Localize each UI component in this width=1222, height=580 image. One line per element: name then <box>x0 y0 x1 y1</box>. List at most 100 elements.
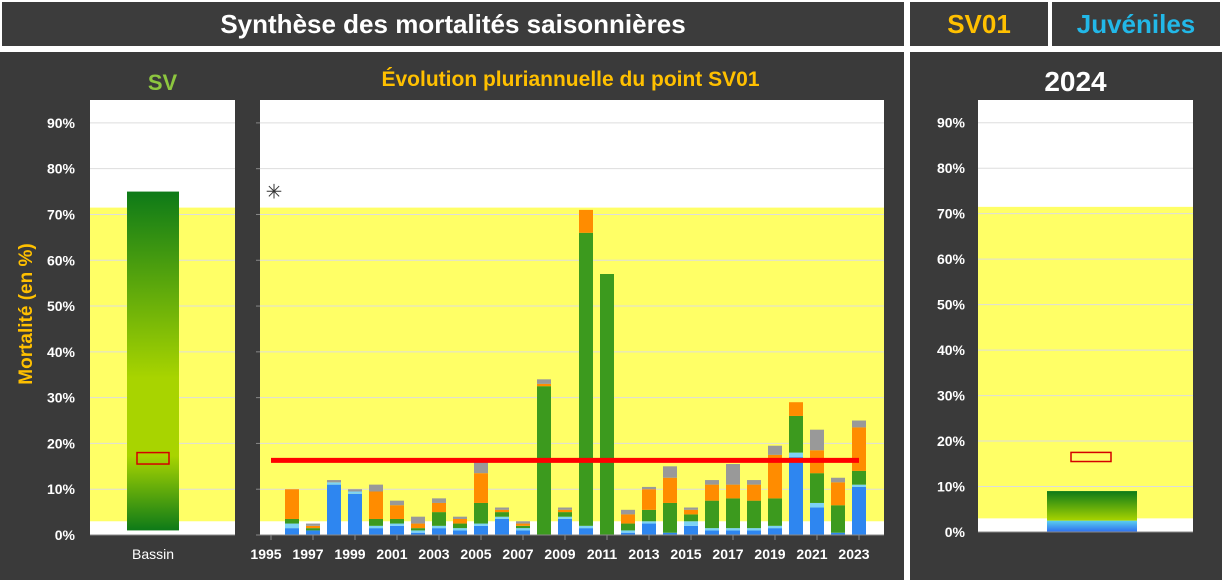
bar-segment <box>285 523 299 529</box>
bar-segment <box>642 486 656 490</box>
bar-segment <box>474 461 488 474</box>
bar-segment <box>600 274 614 535</box>
x-tick-label: Bassin <box>132 546 174 562</box>
bar-segment <box>516 528 530 531</box>
x-tick-label: 2023 <box>838 546 869 562</box>
bar-segment <box>621 523 635 531</box>
bar-segment <box>432 525 446 529</box>
bar-segment <box>348 491 362 494</box>
bar-segment <box>789 402 803 416</box>
y-tick-label: 80% <box>47 161 76 177</box>
bar-segment <box>768 528 782 535</box>
bar-segment <box>852 470 866 485</box>
bar-segment <box>768 525 782 529</box>
bar-segment <box>432 512 446 526</box>
bar-segment <box>747 484 761 501</box>
bar-segment <box>705 530 719 535</box>
bar-segment <box>327 480 341 483</box>
bar-segment <box>663 502 677 533</box>
y-tick-label: 70% <box>937 206 966 222</box>
bar-segment <box>432 498 446 503</box>
bar-segment <box>285 518 299 524</box>
bar-segment <box>621 530 635 533</box>
y-tick-label: 10% <box>47 481 76 497</box>
bar-segment <box>684 514 698 522</box>
x-tick-label: 2009 <box>544 546 575 562</box>
bar-segment <box>411 523 425 529</box>
bar-segment <box>789 415 803 453</box>
year-bar-segment-0 <box>1047 520 1137 532</box>
bar-segment <box>789 457 803 535</box>
bar-segment <box>705 528 719 531</box>
bar-segment <box>390 523 404 526</box>
bar-segment <box>684 509 698 515</box>
bar-segment <box>390 505 404 519</box>
bar-segment <box>369 525 383 529</box>
bar-segment <box>747 528 761 531</box>
basin-chart-title: SV <box>147 70 178 95</box>
bar-segment <box>327 482 341 485</box>
bar-segment <box>726 484 740 499</box>
bar-segment <box>747 530 761 535</box>
year-bar-segment-1 <box>1047 491 1137 521</box>
bar-segment <box>369 528 383 535</box>
x-tick-label: 2011 <box>587 546 618 562</box>
bar-segment <box>432 502 446 513</box>
bar-segment <box>642 509 656 522</box>
bar-segment <box>453 516 467 519</box>
bar-segment <box>285 489 299 519</box>
bar-segment <box>369 491 383 519</box>
bar-segment <box>537 383 551 387</box>
bar-segment <box>495 512 509 517</box>
bar-segment <box>852 427 866 471</box>
bar-segment <box>768 454 782 499</box>
x-tick-label: 2019 <box>754 546 785 562</box>
bar-segment <box>810 502 824 508</box>
bar-segment <box>831 505 845 533</box>
y-tick-label: 60% <box>47 252 76 268</box>
bar-segment <box>306 530 320 535</box>
bar-segment <box>579 232 593 526</box>
x-tick-label: 2015 <box>670 546 701 562</box>
x-tick-label: 2005 <box>460 546 491 562</box>
bar-segment <box>453 523 467 529</box>
y-tick-label: 70% <box>47 206 76 222</box>
bar-segment <box>411 532 425 535</box>
bar-segment <box>642 523 656 535</box>
bar-segment <box>852 484 866 487</box>
bar-segment <box>558 507 572 510</box>
bar-segment <box>495 507 509 510</box>
bar-segment <box>306 528 320 531</box>
bar-segment <box>810 429 824 451</box>
bar-segment <box>663 477 677 503</box>
bar-segment <box>831 532 845 535</box>
bar-segment <box>642 489 656 510</box>
bar-segment <box>495 509 509 513</box>
star-marker: ✳ <box>266 182 283 204</box>
y-tick-label: 90% <box>937 115 966 131</box>
bar-segment <box>537 379 551 384</box>
bar-segment <box>558 518 572 535</box>
basin-chart: 0% 10% 20% 30% 40% 50% 60% 70% 80% 90% Bassin <box>47 100 235 562</box>
bar-segment <box>495 518 509 535</box>
bar-segment <box>306 525 320 529</box>
bar-segment <box>453 518 467 524</box>
bar-segment <box>684 521 698 526</box>
y-tick-label: 30% <box>937 388 966 404</box>
y-tick-label: 90% <box>47 115 76 131</box>
x-tick-label: 2013 <box>628 546 659 562</box>
x-tick-label: 2021 <box>796 546 827 562</box>
bar-segment <box>558 509 572 513</box>
bar-segment <box>390 518 404 524</box>
y-tick-label: 50% <box>47 298 76 314</box>
bar-segment <box>789 452 803 458</box>
bar-segment <box>726 528 740 531</box>
bar-segment <box>306 523 320 526</box>
bar-segment <box>726 530 740 535</box>
bar-segment <box>474 473 488 503</box>
bar-segment <box>495 516 509 519</box>
bar-segment <box>684 525 698 535</box>
bar-segment <box>831 482 845 506</box>
header-station-box: SV01 <box>908 0 1050 48</box>
bar-segment <box>768 498 782 526</box>
